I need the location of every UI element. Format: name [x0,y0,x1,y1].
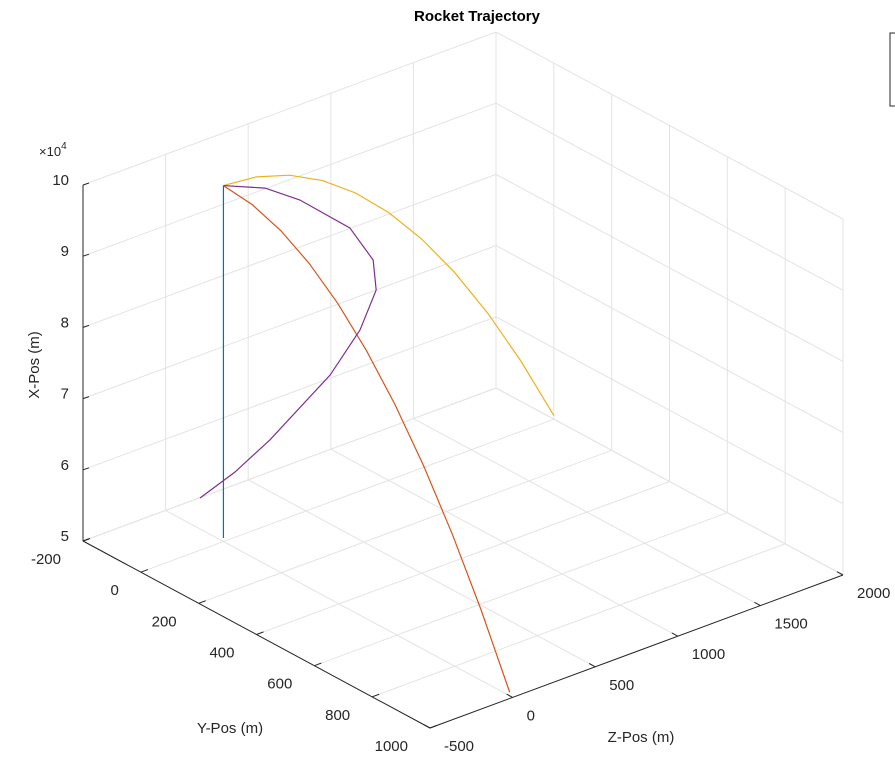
grid-line [198,449,612,604]
tick-mark [82,537,91,542]
trajectory-line [199,184,377,499]
tick-mark [836,571,844,576]
x-axis-label: X-Pos (m) [26,331,43,399]
grid-line [82,316,497,471]
tick-mark [314,662,322,667]
z-axis-label: Z-Pos (m) [608,729,675,746]
grid-line [82,31,497,186]
grid [82,31,844,729]
z-tick-label: 1500 [774,616,807,633]
y-axis-line [82,540,431,729]
grid-line [314,512,728,667]
z-tick-label: 500 [609,677,634,694]
tick-mark [754,601,761,607]
grid-line [140,418,555,573]
grid-line [82,245,497,400]
axis-multiplier: ×104 [39,141,67,160]
multiplier-exponent: 4 [61,141,67,152]
x-tick-label: 10 [52,172,69,189]
x-tick-label: 6 [61,457,69,474]
grid-line [495,387,844,576]
tick-mark [140,569,149,573]
chart-title: Rocket Trajectory [414,8,541,25]
grid-line [82,387,497,542]
grid-line [413,418,761,607]
tick-mark [82,182,90,186]
grid-line [371,543,786,698]
grid-line [82,173,497,328]
y-axis-label: Y-Pos (m) [197,720,263,737]
grid-line [82,102,497,257]
y-tick-label: 800 [325,707,350,724]
lines [199,174,555,693]
trajectory-line [223,174,555,416]
tick-mark [256,631,264,635]
grid-line [330,448,679,637]
legend-box [889,32,895,107]
tick-mark [371,693,380,698]
y-tick-label: 1000 [375,738,408,755]
y-tick-label: 400 [209,644,234,661]
tick-mark [588,663,596,668]
x-tick-label: 8 [61,314,69,331]
z-tick-label: 2000 [857,585,890,602]
tick-mark [82,467,90,471]
labels: 5 6 7 8 9 10 -200 0 200 400 600 800 1000 -500 0 500 1000… [31,172,890,755]
tick-mark [198,600,206,604]
multiplier-base: ×10 [39,144,61,159]
x-tick-label: 7 [61,386,69,403]
x-tick-label: 9 [61,243,69,260]
z-tick-label: -500 [444,738,474,755]
z-tick-label: 1000 [692,646,725,663]
tick-mark [82,396,90,400]
tick-mark [82,253,90,257]
y-tick-label: 600 [267,676,292,693]
tick-mark [82,324,90,328]
grid-line [256,481,670,635]
z-axis-line [429,574,844,729]
grid-line [247,479,596,668]
tick-mark [671,632,679,637]
y-tick-label: 0 [110,582,118,599]
grid-line [165,509,513,698]
x-tick-label: 5 [61,528,69,545]
tick-mark [506,693,513,698]
trajectory-line [223,185,511,693]
axes [82,182,844,729]
z-tick-label: 0 [527,707,535,724]
y-tick-label: -200 [31,551,61,568]
y-tick-label: 200 [152,613,177,630]
